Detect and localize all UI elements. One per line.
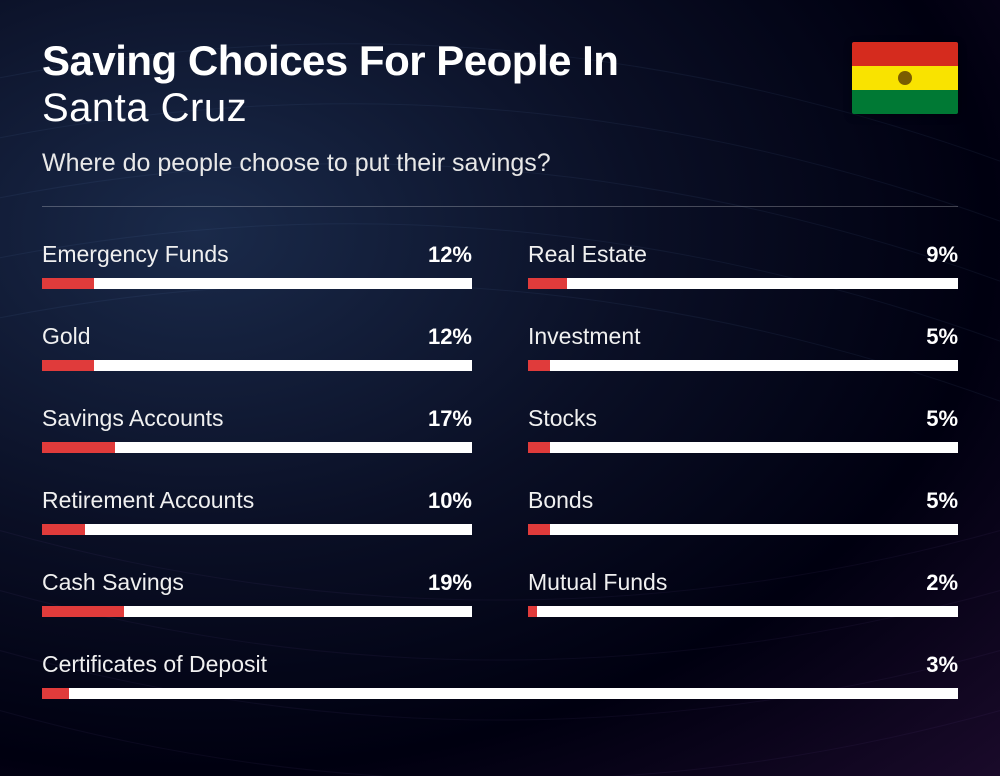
bar-item: Savings Accounts 17% [42, 405, 472, 453]
bar-track [528, 360, 958, 371]
bar-track-bg [528, 606, 958, 617]
bar-label: Gold [42, 323, 91, 350]
bar-item-head: Stocks 5% [528, 405, 958, 432]
bar-item-head: Bonds 5% [528, 487, 958, 514]
bar-item: Retirement Accounts 10% [42, 487, 472, 535]
bar-track [42, 606, 472, 617]
header-row: Saving Choices For People In Santa Cruz … [42, 38, 958, 178]
bar-item: Bonds 5% [528, 487, 958, 535]
bar-label: Investment [528, 323, 641, 350]
bar-item: Cash Savings 19% [42, 569, 472, 617]
bar-track-bg [528, 360, 958, 371]
bar-item: Emergency Funds 12% [42, 241, 472, 289]
bar-label: Emergency Funds [42, 241, 229, 268]
bar-track-bg [528, 524, 958, 535]
bar-fill [42, 442, 115, 453]
bar-track [42, 524, 472, 535]
bar-fill [528, 606, 537, 617]
bar-item-head: Gold 12% [42, 323, 472, 350]
bar-track [528, 524, 958, 535]
bar-fill [42, 524, 85, 535]
bar-item-head: Savings Accounts 17% [42, 405, 472, 432]
bar-percent: 12% [428, 324, 472, 350]
bar-track [42, 688, 958, 699]
bar-percent: 5% [926, 488, 958, 514]
bar-item: Gold 12% [42, 323, 472, 371]
bar-item-head: Investment 5% [528, 323, 958, 350]
bar-percent: 2% [926, 570, 958, 596]
bar-track-bg [42, 360, 472, 371]
title-line2: Santa Cruz [42, 86, 852, 131]
bar-label: Certificates of Deposit [42, 651, 267, 678]
bar-percent: 9% [926, 242, 958, 268]
bars-grid: Emergency Funds 12% Real Estate 9% Gold 12% In… [42, 241, 958, 699]
bar-label: Savings Accounts [42, 405, 224, 432]
bar-label: Bonds [528, 487, 593, 514]
bar-label: Mutual Funds [528, 569, 667, 596]
bar-item-head: Emergency Funds 12% [42, 241, 472, 268]
title-line1: Saving Choices For People In [42, 38, 852, 84]
bar-fill [528, 278, 567, 289]
bar-label: Retirement Accounts [42, 487, 254, 514]
bar-label: Stocks [528, 405, 597, 432]
bar-fill [42, 606, 124, 617]
bar-percent: 17% [428, 406, 472, 432]
bar-fill [528, 442, 550, 453]
bar-item: Investment 5% [528, 323, 958, 371]
bar-fill [42, 278, 94, 289]
infographic-content: Saving Choices For People In Santa Cruz … [0, 0, 1000, 737]
bar-track [42, 442, 472, 453]
bar-fill [528, 360, 550, 371]
bar-track [528, 278, 958, 289]
subtitle: Where do people choose to put their savi… [42, 149, 852, 178]
bar-percent: 12% [428, 242, 472, 268]
divider [42, 206, 958, 207]
flag-stripe-bot [852, 90, 958, 114]
flag-stripe-top [852, 42, 958, 66]
bar-percent: 5% [926, 406, 958, 432]
bar-item-head: Certificates of Deposit 3% [42, 651, 958, 678]
bar-item: Mutual Funds 2% [528, 569, 958, 617]
flag-bolivia [852, 42, 958, 114]
bar-item: Certificates of Deposit 3% [42, 651, 958, 699]
bar-track-bg [42, 278, 472, 289]
bar-fill [528, 524, 550, 535]
flag-emblem [898, 71, 912, 85]
bar-item-head: Cash Savings 19% [42, 569, 472, 596]
bar-track [528, 606, 958, 617]
bar-item: Stocks 5% [528, 405, 958, 453]
bar-track [42, 360, 472, 371]
bar-percent: 19% [428, 570, 472, 596]
bar-percent: 10% [428, 488, 472, 514]
bar-track-bg [42, 688, 958, 699]
bar-item-head: Mutual Funds 2% [528, 569, 958, 596]
bar-fill [42, 688, 69, 699]
bar-percent: 5% [926, 324, 958, 350]
titles: Saving Choices For People In Santa Cruz … [42, 38, 852, 178]
bar-track [528, 442, 958, 453]
bar-track-bg [42, 524, 472, 535]
bar-track-bg [528, 278, 958, 289]
bar-label: Cash Savings [42, 569, 184, 596]
bar-item: Real Estate 9% [528, 241, 958, 289]
bar-track-bg [528, 442, 958, 453]
bar-fill [42, 360, 94, 371]
bar-track [42, 278, 472, 289]
bar-label: Real Estate [528, 241, 647, 268]
bar-item-head: Retirement Accounts 10% [42, 487, 472, 514]
bar-percent: 3% [926, 652, 958, 678]
bar-item-head: Real Estate 9% [528, 241, 958, 268]
